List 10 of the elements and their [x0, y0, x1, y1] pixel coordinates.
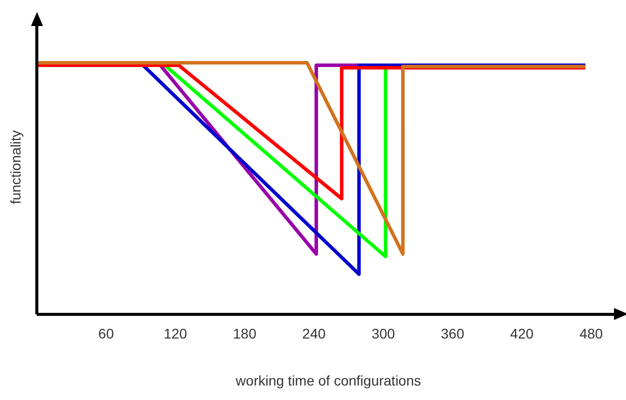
x-tick-label: 300	[372, 326, 396, 342]
x-tick-label: 180	[232, 326, 257, 342]
x-tick-label: 480	[579, 326, 604, 342]
y-axis-title: functionality	[7, 130, 24, 204]
x-tick-label: 60	[98, 326, 114, 342]
x-tick-label: 120	[164, 326, 188, 342]
x-tick-label: 240	[302, 326, 326, 342]
x-tick-label: 360	[440, 326, 464, 342]
x-axis-title: working time of configurations	[234, 372, 421, 388]
x-tick-label: 420	[510, 326, 534, 342]
